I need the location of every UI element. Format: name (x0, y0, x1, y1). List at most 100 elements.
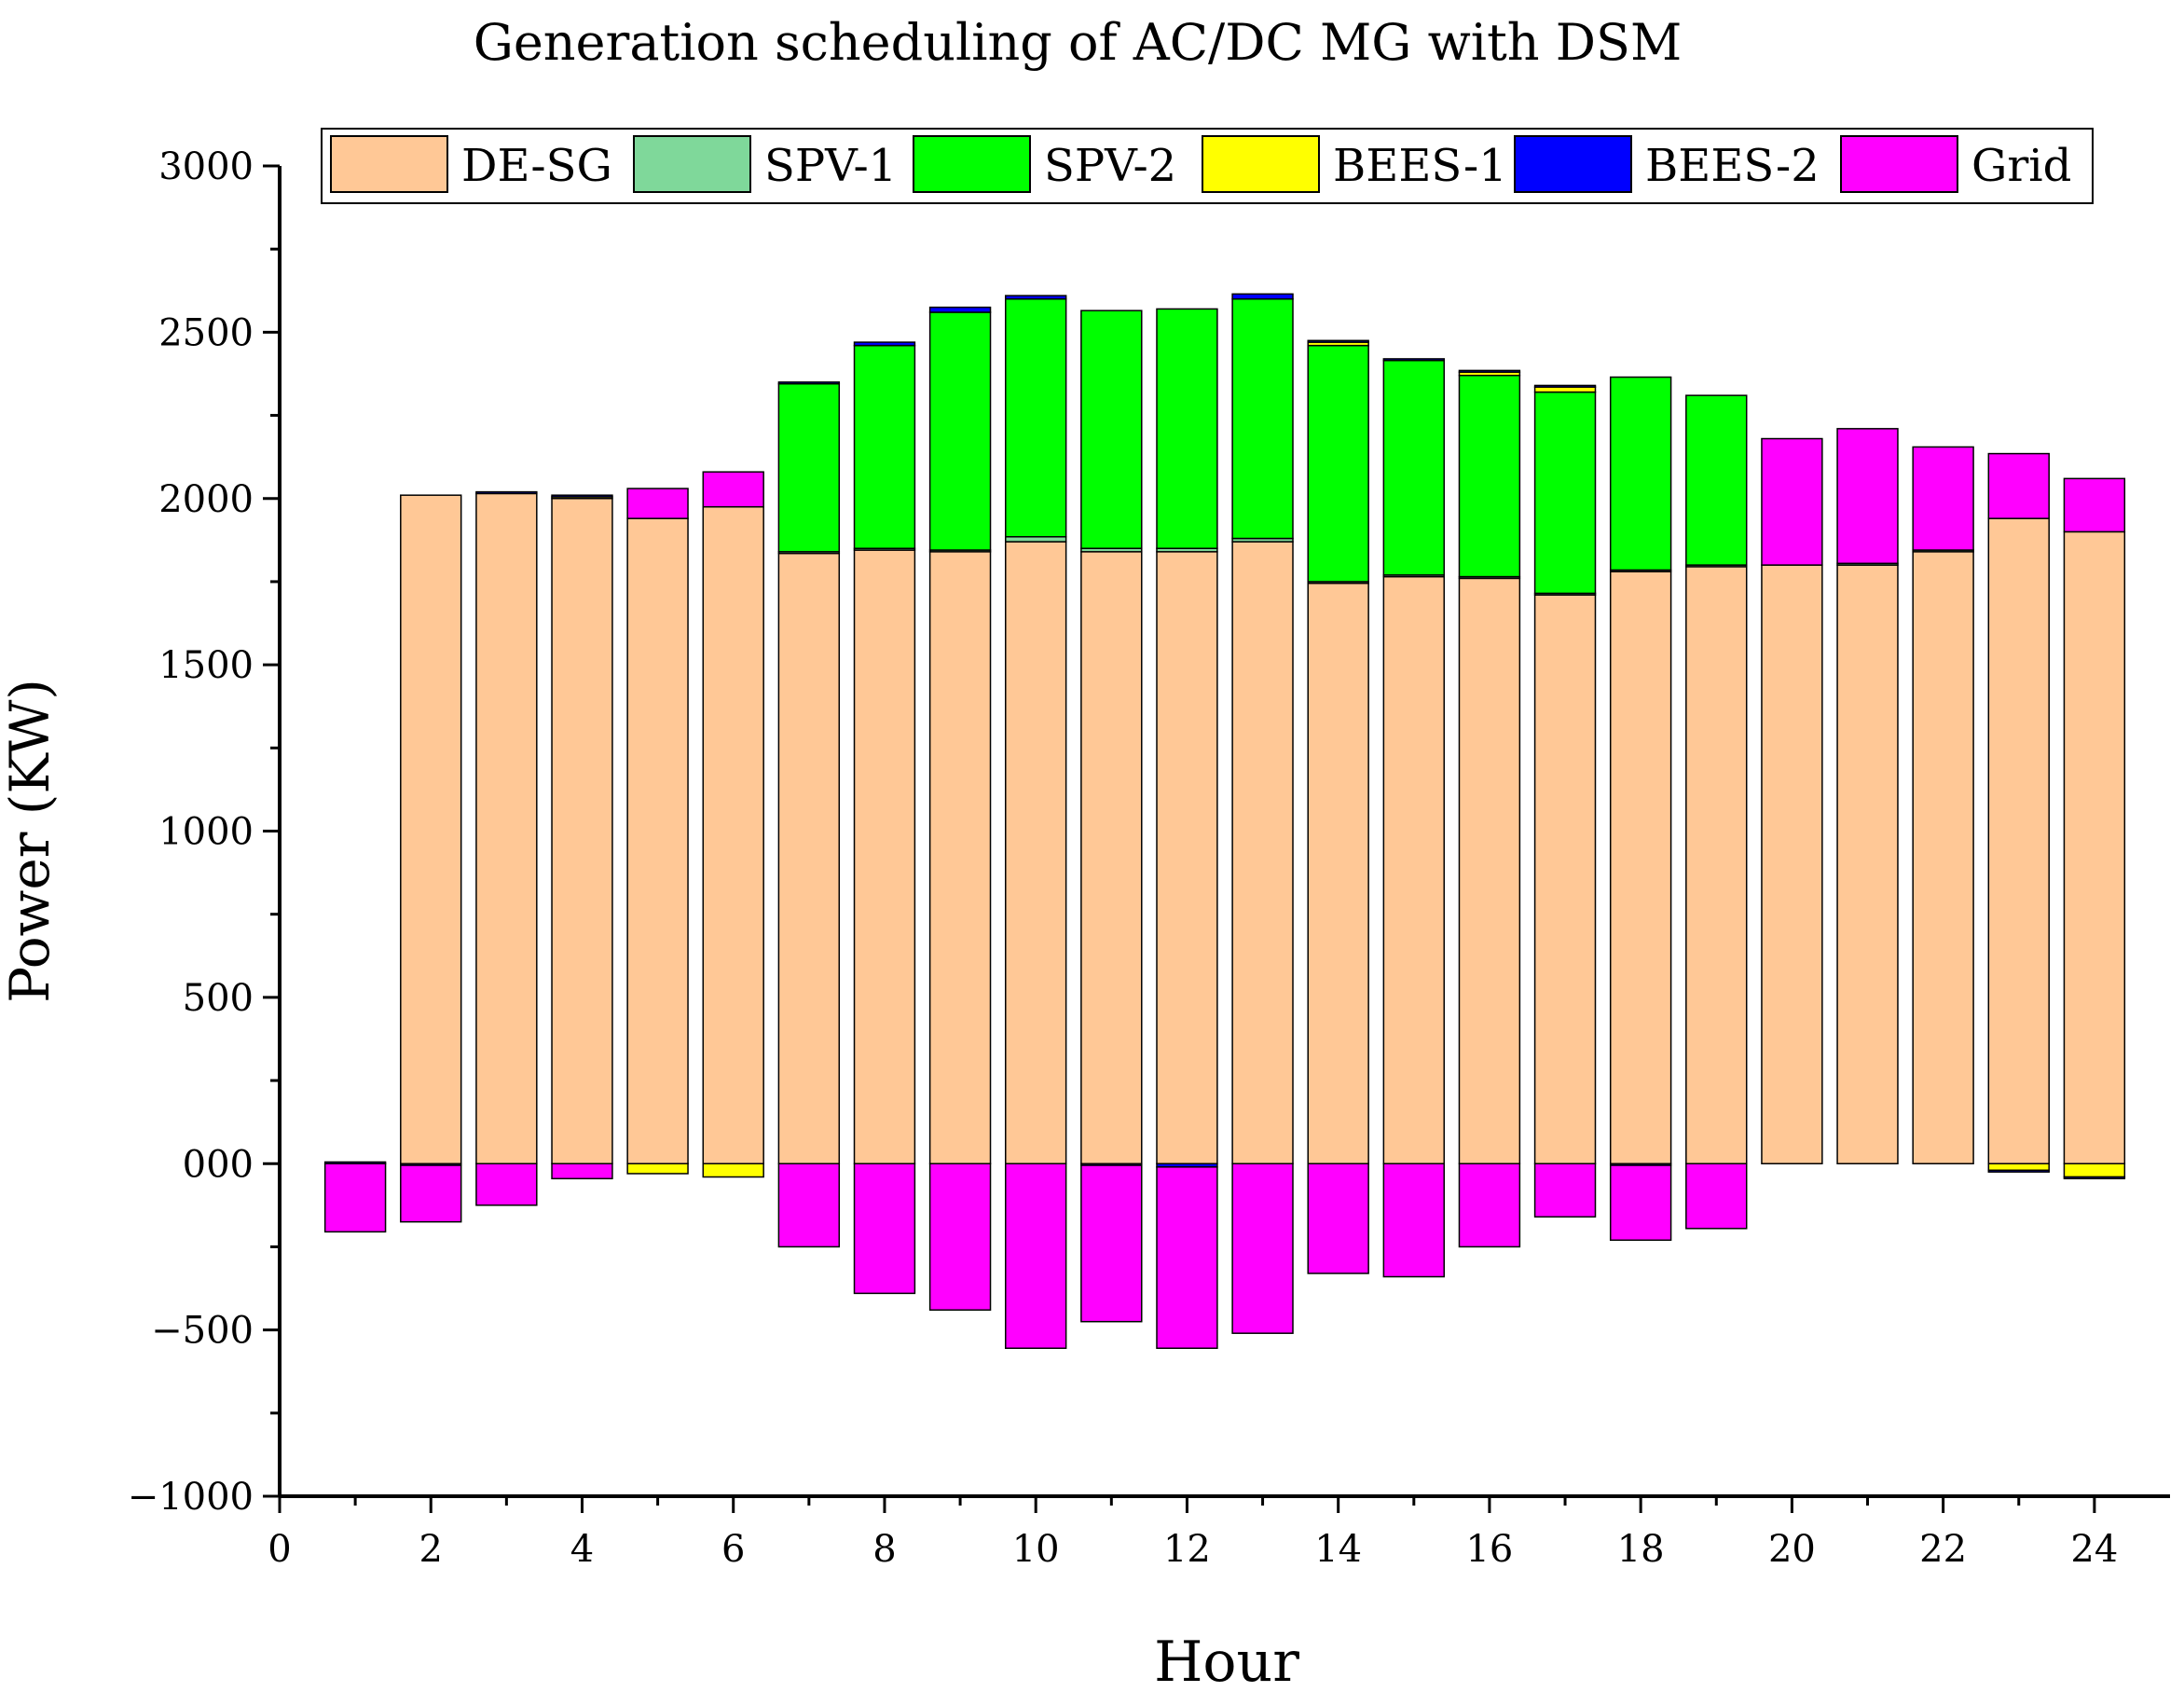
chart-title: Generation scheduling of AC/DC MG with D… (474, 13, 1683, 72)
bar-spv-2-hour-17 (1533, 391, 1597, 595)
bar-spv-2-hour-7 (777, 382, 841, 553)
x-axis-label: Hour (1154, 1630, 1299, 1692)
bar-spv-1-hour-10 (1005, 536, 1067, 543)
bar-de-sg-hour-9 (928, 551, 992, 1164)
bar-spv-2-hour-8 (853, 344, 916, 550)
bar-bees-2-hour-4 (551, 494, 613, 498)
bar-grid-hour-23 (1987, 452, 2050, 519)
y-tick-label: 2000 (158, 478, 254, 521)
bar-spv-2-hour-19 (1685, 394, 1748, 566)
bar-de-sg-hour-17 (1533, 594, 1597, 1164)
bar-grid-hour-19 (1685, 1162, 1748, 1230)
bar-grid-hour-3 (475, 1162, 538, 1206)
y-tick-label: −1000 (128, 1476, 254, 1519)
bar-grid-hour-24 (2063, 477, 2126, 533)
x-tick-label: 4 (570, 1528, 594, 1571)
bar-de-sg-hour-15 (1382, 575, 1445, 1164)
bar-grid-hour-20 (1761, 437, 1823, 566)
bar-grid-hour-22 (1912, 446, 1974, 551)
legend-swatch-spv-2 (913, 135, 1031, 193)
bar-de-sg-hour-2 (400, 494, 462, 1164)
legend-swatch-bees-2 (1514, 135, 1632, 193)
legend-label-spv-2: SPV-2 (1044, 140, 1176, 192)
x-tick-label: 16 (1465, 1528, 1513, 1571)
bar-grid-hour-17 (1533, 1162, 1597, 1218)
legend-label-bees-2: BEES-2 (1645, 140, 1820, 192)
x-tick-label: 12 (1163, 1528, 1211, 1571)
bar-spv-2-hour-13 (1231, 297, 1294, 540)
y-tick-label: 1000 (158, 811, 254, 854)
legend-swatch-grid (1840, 135, 1958, 193)
bar-de-sg-hour-6 (702, 505, 764, 1164)
x-tick-label: 0 (268, 1528, 291, 1571)
legend-label-de-sg: DE-SG (461, 140, 612, 192)
x-tick-label: 18 (1617, 1528, 1665, 1571)
bar-bees-2-hour-13 (1231, 293, 1294, 300)
x-tick-label: 2 (419, 1528, 443, 1571)
legend: DE-SG SPV-1 SPV-2 BEES-1 BEES-2 Grid (321, 128, 2094, 204)
bar-bees-1-hour-6 (702, 1162, 764, 1178)
bar-grid-hour-1 (323, 1162, 387, 1233)
bar-bees-1-hour-5 (626, 1162, 689, 1175)
bar-grid-hour-7 (777, 1162, 841, 1248)
bar-grid-hour-8 (853, 1162, 916, 1295)
bar-de-sg-hour-24 (2063, 530, 2126, 1164)
bar-grid-hour-21 (1836, 428, 1899, 565)
bar-grid-hour-4 (551, 1162, 613, 1180)
bar-de-sg-hour-20 (1761, 564, 1823, 1164)
bar-spv-2-hour-15 (1382, 359, 1445, 576)
bar-de-sg-hour-11 (1080, 551, 1143, 1164)
x-tick-label: 14 (1314, 1528, 1362, 1571)
bars-layer (323, 293, 2126, 1349)
bar-bees-1-hour-17 (1533, 386, 1597, 393)
bar-de-sg-hour-19 (1685, 566, 1748, 1164)
y-axis-label: Power (KW) (0, 679, 62, 1003)
bar-bees-2-hour-7 (777, 381, 841, 385)
bar-grid-hour-6 (702, 471, 764, 508)
x-tick-label: 24 (2070, 1528, 2118, 1571)
bar-spv-2-hour-10 (1005, 297, 1067, 538)
bar-grid-hour-14 (1307, 1162, 1369, 1274)
bar-de-sg-hour-8 (853, 549, 916, 1164)
bar-bees-2-hour-15 (1382, 358, 1445, 362)
bar-de-sg-hour-23 (1987, 517, 2050, 1164)
bar-spv-2-hour-12 (1156, 308, 1218, 550)
bar-grid-hour-9 (928, 1162, 992, 1311)
legend-label-spv-1: SPV-1 (764, 140, 897, 192)
y-tick-label: −500 (151, 1310, 254, 1353)
x-tick-label: 8 (872, 1528, 896, 1571)
bar-bees-2-hour-17 (1533, 384, 1597, 388)
bar-bees-2-hour-23 (1987, 1169, 2050, 1173)
bar-bees-2-hour-3 (475, 490, 538, 495)
y-tick-label: 2500 (158, 311, 254, 354)
legend-label-bees-1: BEES-1 (1333, 140, 1507, 192)
bar-bees-2-hour-24 (2063, 1176, 2126, 1180)
bar-grid-hour-5 (626, 488, 689, 519)
legend-swatch-spv-1 (633, 135, 751, 193)
bar-spv-2-hour-16 (1458, 375, 1521, 578)
bar-grid-hour-10 (1005, 1162, 1067, 1349)
bar-grid-hour-15 (1382, 1162, 1445, 1278)
y-tick-label: 000 (183, 1143, 254, 1186)
legend-swatch-de-sg (330, 135, 448, 193)
bar-de-sg-hour-14 (1307, 582, 1369, 1164)
bar-de-sg-hour-13 (1231, 541, 1294, 1164)
bar-spv-2-hour-14 (1307, 344, 1369, 583)
bar-spv-2-hour-11 (1080, 310, 1143, 550)
bar-bees-1-hour-24 (2063, 1162, 2126, 1178)
bar-grid-hour-11 (1080, 1164, 1143, 1323)
bar-de-sg-hour-7 (777, 552, 841, 1164)
bar-spv-2-hour-9 (928, 311, 992, 551)
bar-de-sg-hour-5 (626, 517, 689, 1164)
x-tick-label: 10 (1012, 1528, 1060, 1571)
bar-grid-hour-12 (1156, 1166, 1218, 1349)
bar-bees-1-hour-23 (1987, 1162, 2050, 1172)
bar-de-sg-hour-4 (551, 498, 613, 1164)
bar-bees-2-hour-9 (928, 306, 992, 313)
bar-de-sg-hour-21 (1836, 564, 1899, 1164)
y-tick-label: 3000 (158, 145, 254, 188)
x-tick-label: 22 (1919, 1528, 1967, 1571)
bar-bees-2-hour-10 (1005, 295, 1067, 300)
bar-de-sg-hour-16 (1458, 577, 1521, 1164)
